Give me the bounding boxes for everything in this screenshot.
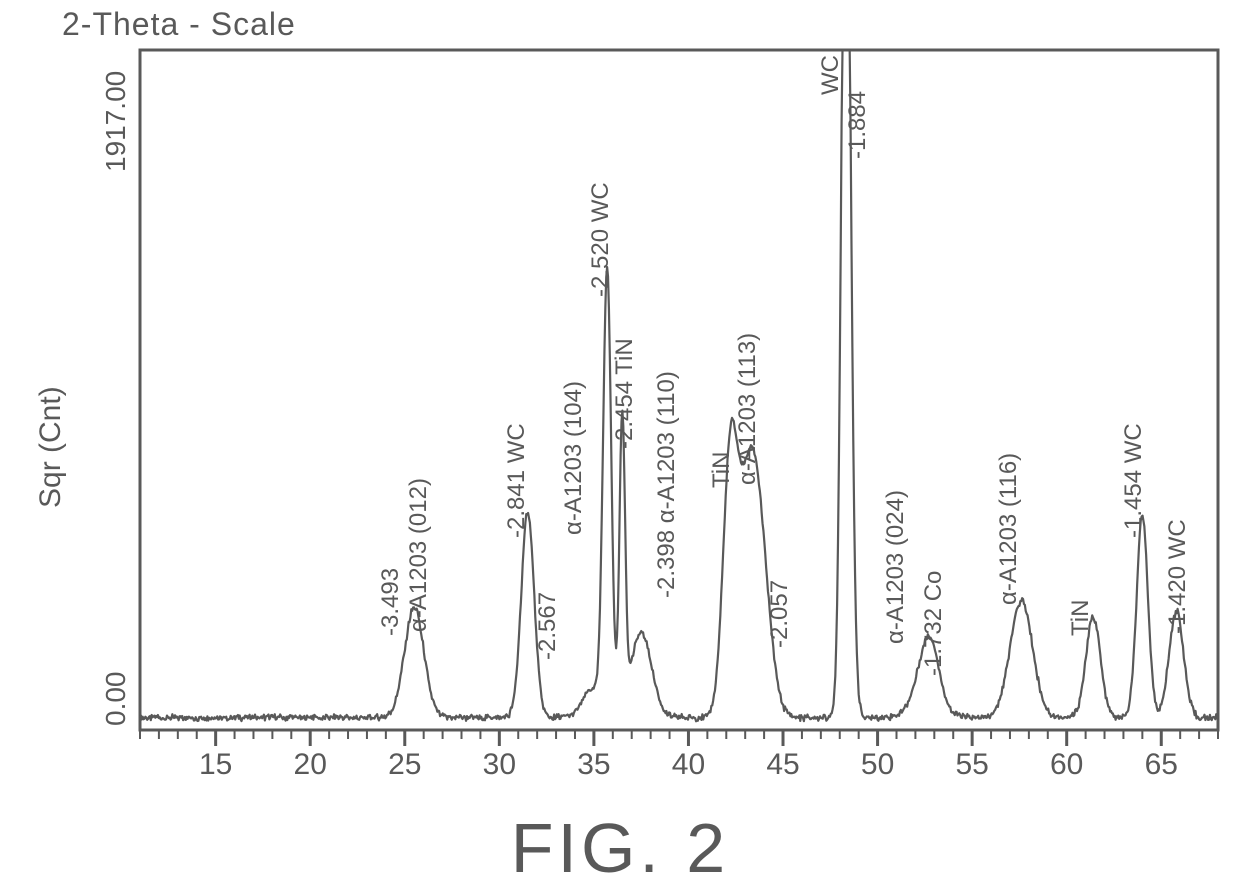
peak-label: -1.884	[844, 90, 872, 158]
peak-label: TiN	[1067, 599, 1095, 635]
peak-label: -2.398 α-A1203 (110)	[653, 371, 681, 598]
x-tick: 45	[766, 748, 799, 782]
x-tick: 65	[1145, 748, 1178, 782]
x-tick: 55	[955, 748, 988, 782]
x-tick: 50	[861, 748, 894, 782]
peak-label: WC	[817, 55, 845, 95]
peak-label: -2.567	[534, 592, 562, 660]
xrd-figure: 2-Theta - Scale Sqr (Cnt) 0.00 1917.00 1…	[0, 0, 1240, 892]
peak-label: -2.454 TiN	[611, 339, 639, 450]
x-tick: 35	[577, 748, 610, 782]
y-axis-label: Sqr (Cnt)	[34, 386, 68, 508]
peak-label: -2.057	[766, 580, 794, 648]
peak-label: -1.732 Co	[920, 571, 948, 676]
x-tick: 40	[672, 748, 705, 782]
peak-label: α-A1203 (104)	[560, 381, 588, 535]
peak-label: α-A1203 (116)	[995, 453, 1023, 605]
peak-label: α-A1203 (012)	[405, 478, 433, 632]
peak-label: -1.454 WC	[1120, 423, 1148, 538]
x-tick: 20	[294, 748, 327, 782]
peak-label: α-A1203 (024)	[882, 491, 910, 645]
peak-label: -3.493	[377, 568, 405, 636]
x-tick: 30	[483, 748, 516, 782]
x-tick: 60	[1050, 748, 1083, 782]
peak-label: α-A1203 (113)	[734, 333, 762, 485]
x-tick: 25	[388, 748, 421, 782]
peak-label: -2.841 WC	[503, 423, 531, 538]
x-tick: 15	[199, 748, 232, 782]
peak-label: TiN	[708, 452, 736, 488]
peak-label: -2.520 WC	[587, 182, 615, 297]
peak-label: -1.420 WC	[1164, 519, 1192, 634]
figure-caption: FIG. 2	[511, 808, 729, 888]
